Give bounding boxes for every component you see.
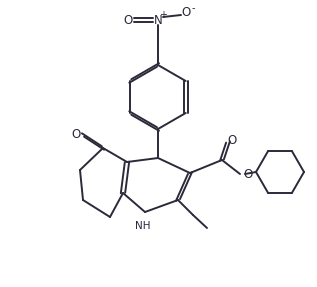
Text: N: N	[154, 13, 162, 26]
Text: O: O	[181, 7, 191, 20]
Text: O: O	[123, 13, 133, 26]
Text: O: O	[227, 133, 236, 146]
Text: O: O	[71, 129, 81, 141]
Text: O: O	[243, 168, 253, 181]
Text: NH: NH	[135, 221, 151, 231]
Text: +: +	[159, 10, 167, 20]
Text: -: -	[191, 3, 195, 13]
